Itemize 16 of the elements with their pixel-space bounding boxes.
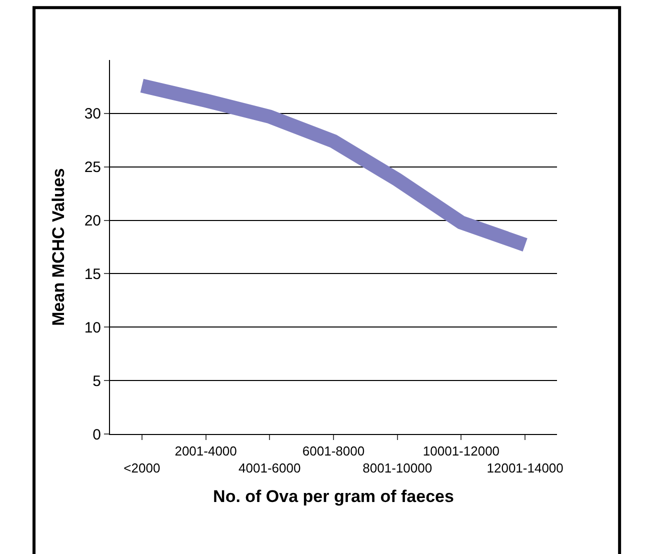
y-tick-label: 20 [84, 212, 101, 230]
y-tick-label: 25 [84, 159, 101, 176]
x-tick-label: 10001-12000 [422, 444, 500, 459]
x-tick-label: 12001-14000 [486, 460, 564, 476]
y-tick-label: 10 [84, 319, 101, 336]
y-tick-label: 5 [92, 372, 101, 390]
y-tick-label: 30 [84, 106, 101, 123]
x-tick-label: <2000 [124, 460, 160, 476]
y-tick-label: 0 [92, 426, 101, 444]
x-tick-label: 2001-4000 [174, 444, 237, 459]
x-axis-title: No. of Ova per gram of faeces [213, 486, 454, 506]
x-tick-label: 4001-6000 [238, 460, 301, 476]
x-tick-label: 8001-10000 [362, 460, 432, 476]
x-tick-label: 6001-8000 [302, 444, 365, 459]
y-axis-title: Mean MCHC Values [48, 168, 68, 326]
y-tick-label: 15 [84, 266, 101, 283]
